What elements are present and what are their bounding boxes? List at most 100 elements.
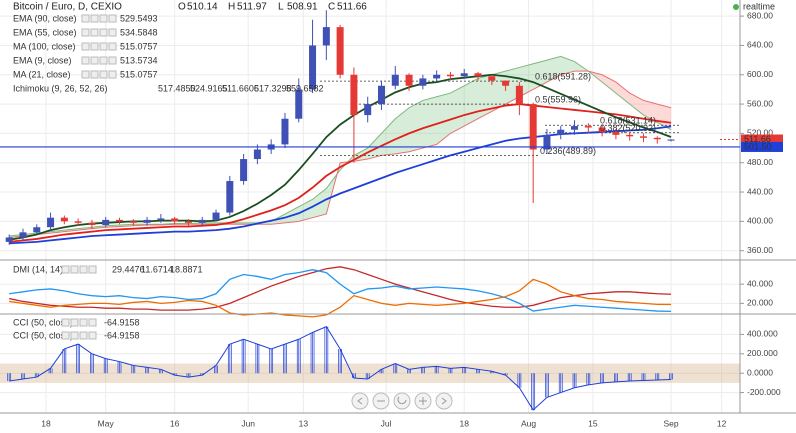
legend-icon bbox=[88, 265, 97, 274]
cloud-segment bbox=[478, 74, 492, 119]
candle-body bbox=[33, 227, 41, 233]
y-tick-label: 520.00 bbox=[747, 128, 773, 138]
legend-icon bbox=[79, 265, 88, 274]
x-tick-label: 13 bbox=[299, 418, 309, 428]
candle-body bbox=[47, 217, 55, 228]
cloud-span-a bbox=[9, 55, 672, 237]
candle-body bbox=[460, 73, 468, 77]
cloud-segment bbox=[381, 118, 396, 156]
candle-body bbox=[102, 219, 110, 226]
legend-icon bbox=[81, 56, 90, 65]
cloud-segment bbox=[560, 56, 575, 75]
candle-body bbox=[129, 221, 137, 223]
legend-value: 524.9165 bbox=[190, 83, 228, 93]
legend-icon bbox=[70, 318, 79, 327]
y-tick-label: 600.00 bbox=[747, 69, 773, 79]
candle-body bbox=[446, 74, 454, 77]
legend-icon bbox=[70, 265, 79, 274]
candle-body bbox=[474, 73, 482, 77]
cloud-segment bbox=[602, 74, 616, 94]
legend-name: CCI (50, close) bbox=[13, 330, 73, 340]
legend-icon bbox=[81, 14, 90, 23]
legend-icon bbox=[90, 14, 99, 23]
candle-body bbox=[157, 218, 165, 220]
fib-label: 0.5(559.96) bbox=[535, 94, 581, 104]
legend-icon bbox=[99, 42, 108, 51]
y-tick-label: 200.000 bbox=[747, 348, 778, 358]
ma-line bbox=[9, 103, 672, 243]
indicator-line bbox=[9, 269, 672, 313]
navigation bbox=[351, 392, 453, 410]
legend-value: 11.6714 bbox=[141, 264, 173, 274]
legend-value: -64.9158 bbox=[104, 330, 140, 340]
legend-icon bbox=[108, 56, 117, 65]
cloud-segment bbox=[546, 56, 561, 83]
candle-body bbox=[212, 212, 220, 220]
legend-value: -64.9158 bbox=[104, 317, 140, 327]
legend-icon bbox=[90, 28, 99, 37]
cloud-segment bbox=[643, 100, 658, 123]
x-tick-label: 12 bbox=[717, 418, 727, 428]
ohlc-key: L bbox=[278, 2, 284, 13]
y-tick-label: 360.00 bbox=[747, 245, 773, 255]
chart-title: Bitcoin / Euro, D, CEXIO bbox=[13, 2, 122, 13]
candle-body bbox=[488, 76, 496, 81]
x-tick-label: 18 bbox=[459, 418, 469, 428]
candle-body bbox=[74, 221, 82, 223]
cloud-segment bbox=[629, 93, 644, 116]
candle-body bbox=[350, 74, 358, 116]
nav-button[interactable] bbox=[393, 392, 411, 410]
nav-button[interactable] bbox=[435, 392, 453, 410]
indicator-line bbox=[9, 278, 672, 318]
cloud-segment bbox=[657, 104, 672, 130]
candle-body bbox=[515, 85, 523, 105]
candle-body bbox=[377, 85, 385, 105]
legend-value: 534.5848 bbox=[120, 27, 158, 37]
cci-line bbox=[9, 326, 672, 411]
candle-body bbox=[653, 137, 661, 140]
nav-button[interactable] bbox=[351, 392, 369, 410]
x-tick-label: Jun bbox=[241, 418, 255, 428]
legend-value: 517.3298 bbox=[254, 83, 292, 93]
legend-icon bbox=[108, 28, 117, 37]
status: realtime bbox=[743, 1, 775, 11]
legend-name: EMA (90, close) bbox=[13, 13, 77, 23]
cloud-segment bbox=[464, 78, 479, 127]
legend-icon bbox=[81, 42, 90, 51]
legend-value: 513.5734 bbox=[120, 55, 158, 65]
legend-value: 29.4476 bbox=[112, 264, 145, 274]
legend-icon bbox=[99, 14, 108, 23]
y-tick-label: 400.000 bbox=[747, 329, 778, 339]
legend-icon bbox=[90, 70, 99, 79]
legend-name: MA (100, close) bbox=[13, 41, 76, 51]
legend-icon bbox=[88, 318, 97, 327]
legend-icon bbox=[79, 318, 88, 327]
fib-label: 0.382(520.92) bbox=[600, 123, 656, 133]
y-tick-label: 560.00 bbox=[747, 98, 773, 108]
grid bbox=[0, 0, 740, 413]
nav-icons bbox=[357, 396, 447, 405]
candle-body bbox=[584, 126, 592, 128]
y-tick-label: 480.00 bbox=[747, 157, 773, 167]
y-tick-label: 40.000 bbox=[747, 278, 773, 288]
candle-body bbox=[322, 27, 330, 46]
legend-icon bbox=[70, 331, 79, 340]
y-tick-label: 0.0000 bbox=[747, 367, 773, 377]
legend-name: EMA (9, close) bbox=[13, 55, 72, 65]
cloud-segment bbox=[367, 133, 382, 160]
status-dot bbox=[733, 4, 739, 10]
candle-body bbox=[19, 232, 27, 238]
legend-value: 529.5493 bbox=[120, 13, 158, 23]
candle-body bbox=[557, 129, 565, 135]
candle-body bbox=[253, 149, 261, 160]
candle-body bbox=[143, 219, 151, 223]
indicator-line bbox=[9, 266, 672, 311]
ohlc-value: 511.97 bbox=[237, 2, 267, 13]
legend-value: 515.0757 bbox=[120, 41, 158, 51]
legend-icon bbox=[81, 70, 90, 79]
y-tick-label: -200.000 bbox=[747, 387, 781, 397]
legend-name: Ichimoku (9, 26, 52, 26) bbox=[13, 83, 108, 93]
fib-label: 0.618(531.14) bbox=[600, 116, 656, 126]
legend-value: 559.6582 bbox=[286, 83, 324, 93]
